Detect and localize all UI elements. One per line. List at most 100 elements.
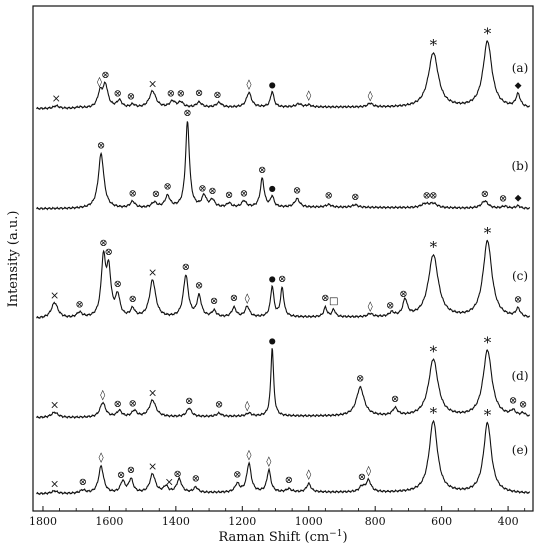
spectrum-line-2 xyxy=(36,121,531,211)
peak-marker-otimes: ⊗ xyxy=(509,396,517,407)
peak-marker-diamond: ◊ xyxy=(368,300,373,312)
peak-marker-otimes: ⊗ xyxy=(173,469,181,480)
spectra-group xyxy=(36,40,531,496)
peak-marker-otimes: ⊗ xyxy=(356,373,364,384)
x-tick-label: 400 xyxy=(498,515,519,528)
plot-frame xyxy=(32,5,534,512)
peak-marker-otimes: ⊗ xyxy=(101,70,109,81)
peak-marker-otimes: ⊗ xyxy=(481,189,489,200)
peak-marker-cross: × xyxy=(50,399,59,412)
peak-marker-otimes: ⊗ xyxy=(152,189,160,200)
peak-marker-otimes: ⊗ xyxy=(195,88,203,99)
peak-marker-otimes: ⊗ xyxy=(210,296,218,307)
x-tick-label: 800 xyxy=(365,515,386,528)
x-tick-label: 1600 xyxy=(95,515,123,528)
peak-marker-star: * xyxy=(430,36,438,54)
peak-marker-otimes: ⊗ xyxy=(198,183,206,194)
peak-marker-dot: ● xyxy=(269,275,276,284)
peak-marker-diamond: ◊ xyxy=(306,90,311,102)
peak-marker-otimes: ⊗ xyxy=(258,165,266,176)
peak-marker-otimes: ⊗ xyxy=(163,182,171,193)
peak-marker-fdiamond: ◆ xyxy=(515,193,522,203)
y-axis-label: Intensity (a.u.) xyxy=(6,211,21,308)
peak-marker-dot: ● xyxy=(269,80,276,89)
peak-marker-diamond: ◊ xyxy=(306,469,311,481)
peak-marker-star: * xyxy=(430,342,438,360)
peak-marker-otimes: ⊗ xyxy=(114,88,122,99)
peak-marker-otimes: ⊗ xyxy=(117,470,125,481)
peak-marker-otimes: ⊗ xyxy=(225,190,233,201)
peak-marker-otimes: ⊗ xyxy=(321,293,329,304)
peak-marker-otimes: ⊗ xyxy=(324,191,332,202)
peak-marker-otimes: ⊗ xyxy=(99,238,107,249)
peak-marker-dot: ● xyxy=(269,336,276,345)
peak-marker-star: * xyxy=(484,406,492,424)
x-axis-label-unit-superscript: −1 xyxy=(329,529,342,539)
series-label: (e) xyxy=(512,443,528,457)
peak-marker-otimes: ⊗ xyxy=(79,477,87,488)
peak-marker-otimes: ⊗ xyxy=(230,293,238,304)
peak-marker-otimes: ⊗ xyxy=(519,400,527,411)
series-label: (c) xyxy=(512,269,528,283)
peak-marker-otimes: ⊗ xyxy=(422,190,430,201)
spectrum-line-3 xyxy=(36,239,531,320)
spectrum-line-4 xyxy=(36,348,531,419)
peak-marker-otimes: ⊗ xyxy=(127,465,135,476)
peak-marker-otimes: ⊗ xyxy=(177,88,185,99)
spectrum-line-1 xyxy=(36,40,531,111)
peak-marker-otimes: ⊗ xyxy=(240,188,248,199)
peak-marker-otimes: ⊗ xyxy=(114,279,122,290)
peak-marker-cross: × xyxy=(52,92,61,105)
peak-marker-dot: ● xyxy=(269,184,276,193)
peak-marker-star: * xyxy=(484,333,492,351)
spectrum-line-5 xyxy=(36,419,531,496)
peak-marker-otimes: ⊗ xyxy=(128,294,136,305)
x-tick-label: 600 xyxy=(431,515,452,528)
peak-marker-cross: × xyxy=(165,476,174,489)
peak-marker-otimes: ⊗ xyxy=(233,469,241,480)
peak-marker-otimes: ⊗ xyxy=(128,399,136,410)
series-label: (a) xyxy=(512,61,529,75)
peak-marker-otimes: ⊗ xyxy=(195,280,203,291)
peak-marker-otimes: ⊗ xyxy=(399,289,407,300)
peak-marker-otimes: ⊗ xyxy=(215,400,223,411)
peak-marker-cross: × xyxy=(50,477,59,490)
peak-marker-otimes: ⊗ xyxy=(429,190,437,201)
peak-marker-otimes: ⊗ xyxy=(192,473,200,484)
peak-marker-otimes: ⊗ xyxy=(391,394,399,405)
peak-marker-diamond: ◊ xyxy=(266,455,271,467)
x-tick-label: 1000 xyxy=(295,515,323,528)
peak-marker-otimes: ⊗ xyxy=(499,194,507,205)
peak-marker-otimes: ⊗ xyxy=(105,247,113,258)
x-tick-label: 1800 xyxy=(29,515,57,528)
peak-marker-cross: × xyxy=(148,387,157,400)
peak-marker-diamond: ◊ xyxy=(246,449,251,461)
peak-marker-star: * xyxy=(484,224,492,242)
x-tick-label: 1200 xyxy=(228,515,256,528)
x-axis-label-close: ) xyxy=(342,530,347,545)
peak-marker-diamond: ◊ xyxy=(245,292,250,304)
peak-marker-fdiamond: ◆ xyxy=(515,81,522,91)
series-labels-group: (a) (b) (c) (d) (e) xyxy=(511,61,528,457)
peak-marker-otimes: ⊗ xyxy=(514,294,522,305)
peak-marker-diamond: ◊ xyxy=(99,452,104,464)
peak-marker-otimes: ⊗ xyxy=(351,192,359,203)
peak-marker-otimes: ⊗ xyxy=(278,274,286,285)
peak-marker-star: * xyxy=(430,238,438,256)
peak-marker-diamond: ◊ xyxy=(246,79,251,91)
peak-marker-square: □ xyxy=(329,296,338,307)
peak-marker-cross: × xyxy=(148,77,157,90)
peak-marker-otimes: ⊗ xyxy=(213,90,221,101)
peak-marker-otimes: ⊗ xyxy=(114,399,122,410)
series-label: (d) xyxy=(511,369,528,383)
x-axis-ticks: 1800 1600 1400 1200 1000 800 600 400 xyxy=(29,506,526,528)
peak-marker-star: * xyxy=(430,404,438,422)
peak-marker-otimes: ⊗ xyxy=(75,299,83,310)
peak-marker-diamond: ◊ xyxy=(366,465,371,477)
peak-marker-otimes: ⊗ xyxy=(293,185,301,196)
peak-marker-cross: × xyxy=(148,266,157,279)
series-label: (b) xyxy=(511,159,528,173)
peak-marker-diamond: ◊ xyxy=(97,76,102,88)
peak-marker-otimes: ⊗ xyxy=(185,396,193,407)
peak-marker-star: * xyxy=(484,24,492,42)
